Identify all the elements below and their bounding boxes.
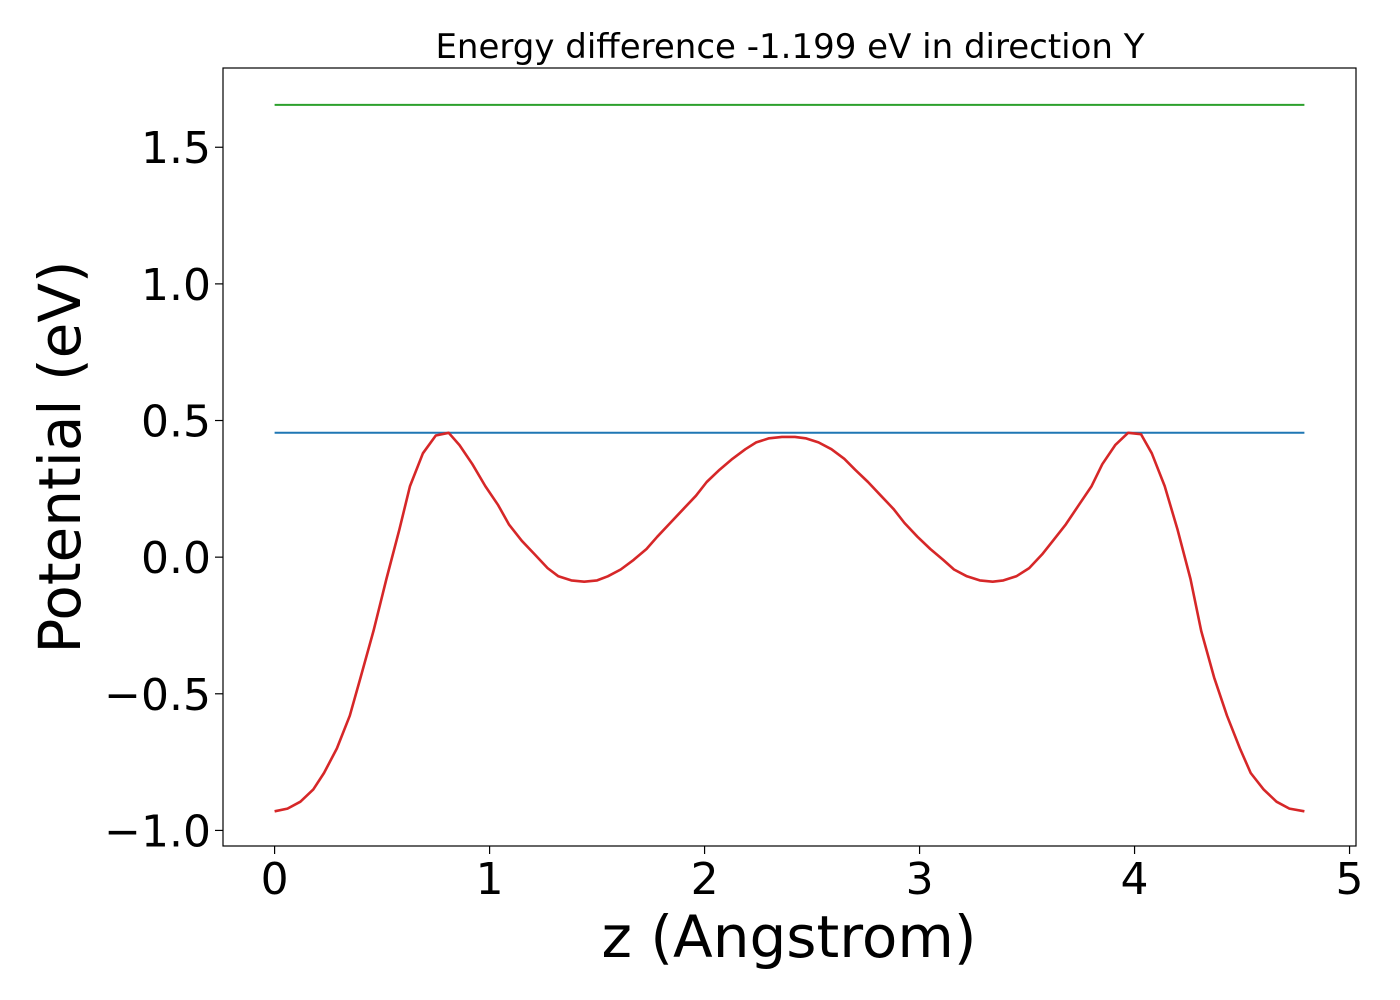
x-tick-label: 2 xyxy=(691,854,719,905)
x-tick-label: 5 xyxy=(1336,854,1364,905)
x-axis-label: z (Angstrom) xyxy=(602,903,977,971)
x-axis: 0 1 2 3 4 5 xyxy=(261,846,1364,905)
y-tick-label: 1.5 xyxy=(141,123,211,174)
x-tick-label: 0 xyxy=(261,854,289,905)
series-line-2 xyxy=(274,431,1305,813)
y-tick-label: 1.0 xyxy=(141,260,211,311)
y-tick-label: −1.0 xyxy=(104,806,211,857)
x-tick-label: 3 xyxy=(906,854,934,905)
y-axis: −1.0 −0.5 0.0 0.5 1.0 1.5 xyxy=(104,123,223,857)
plot-frame xyxy=(222,67,1357,847)
y-tick-label: 0.0 xyxy=(141,533,211,584)
x-tick-label: 4 xyxy=(1121,854,1149,905)
chart-title: Energy difference -1.199 eV in direction… xyxy=(435,27,1144,67)
y-tick-label: 0.5 xyxy=(141,397,211,448)
x-tick-label: 1 xyxy=(476,854,504,905)
y-axis-label: Potential (eV) xyxy=(26,260,94,653)
y-tick-label: −0.5 xyxy=(104,670,211,721)
series-layer xyxy=(274,103,1305,813)
